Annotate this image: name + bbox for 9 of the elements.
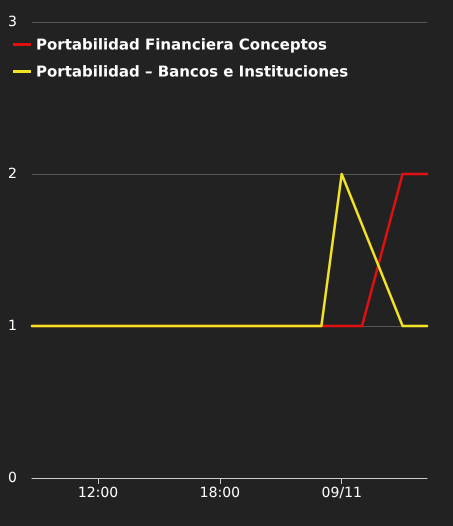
y-tick-label: 2 [8,166,17,182]
x-tick-label: 12:00 [78,485,118,501]
legend-label: Portabilidad Financiera Conceptos [36,36,328,54]
x-tick-label: 09/11 [322,485,362,501]
y-tick-label: 1 [8,318,17,334]
x-tick-label: 18:00 [200,485,240,501]
legend-label: Portabilidad – Bancos e Instituciones [36,62,348,80]
y-tick-label: 3 [8,14,17,30]
y-tick-label: 0 [8,470,17,486]
